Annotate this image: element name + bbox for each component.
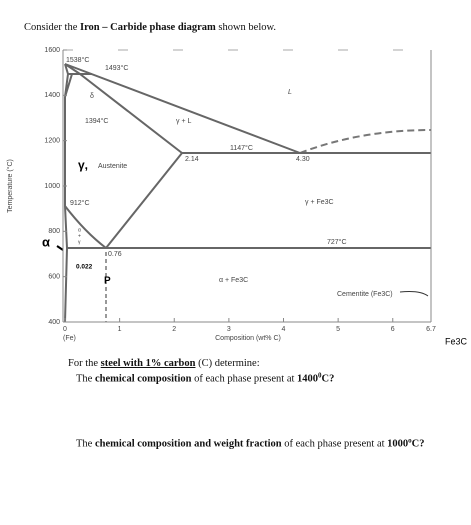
annotation: 912°C <box>70 199 90 207</box>
x-tick-label: 6 <box>391 326 395 333</box>
text: steel with 1% carbon <box>100 358 196 369</box>
text: of each phase present at <box>191 373 298 385</box>
annotation: 1538°C <box>66 56 89 64</box>
text: 1400 <box>297 373 319 385</box>
text: C? <box>411 438 425 450</box>
text: shown below. <box>215 22 277 33</box>
annotation: 1147°C <box>230 144 253 152</box>
text: of each phase present at <box>281 438 388 450</box>
liquidus-dashed <box>299 129 432 154</box>
annotation: α <box>42 234 50 249</box>
text: Iron – Carbide phase diagram <box>80 22 216 33</box>
y-axis-label: Temperature (°C) <box>6 159 14 213</box>
y-tick-label: 1000 <box>44 183 60 190</box>
x-end-label: Fe3C <box>445 336 468 346</box>
phase-diagram: Temperature (°C) Composition (wt% C) (Fe… <box>6 47 468 347</box>
x-tick-label: 0 <box>63 326 67 333</box>
arrow <box>56 245 64 251</box>
text: The <box>76 438 95 450</box>
text: 1000 <box>387 438 409 450</box>
annotation: 1394°C <box>85 117 108 125</box>
x-tick-label: 4 <box>282 326 286 333</box>
annotation: 4.30 <box>296 156 310 163</box>
delta-region <box>64 63 183 154</box>
y-tick-label: 1600 <box>44 47 60 54</box>
text: chemical composition and weight fraction <box>94 438 282 450</box>
alpha-boundary <box>64 97 69 323</box>
annotation: 2.14 <box>185 156 199 163</box>
annotation: Austenite <box>98 163 127 170</box>
annotation: L <box>288 89 292 96</box>
text: 0 <box>318 371 322 379</box>
text: C? <box>321 373 335 385</box>
x-end-label: (Fe) <box>63 335 76 342</box>
annotation: 1493°C <box>105 64 128 72</box>
x-axis-label: Composition (wt% C) <box>215 335 281 342</box>
text: chemical composition <box>94 373 192 385</box>
annotation: 0.022 <box>76 264 93 271</box>
annotation: 727°C <box>327 238 347 246</box>
y-tick-label: 1400 <box>44 92 60 99</box>
y-tick-label: 600 <box>48 274 60 281</box>
text: (C) determine: <box>195 358 260 369</box>
annotation: α <box>78 227 81 233</box>
annotation: γ + L <box>176 118 191 125</box>
question-2: The chemical composition and weight frac… <box>76 436 425 450</box>
question-lead: For the steel with 1% carbon (C) determi… <box>68 358 260 369</box>
text: o <box>408 436 412 444</box>
liquidus <box>64 63 301 154</box>
text: Consider the <box>24 22 80 33</box>
x-tick-label: 1 <box>118 326 122 333</box>
annotation: γ <box>78 239 81 245</box>
acm-line <box>105 152 183 249</box>
annotation: Cementite (Fe3C) <box>337 291 393 298</box>
a3-line <box>64 205 107 249</box>
question-1: The chemical composition of each phase p… <box>76 371 334 385</box>
y-tick-label: 800 <box>48 228 60 235</box>
annotation: γ + Fe3C <box>305 199 334 206</box>
y-tick-label: 1200 <box>44 138 60 145</box>
x-tick-label: 6.7 <box>426 326 436 333</box>
annotation: δ <box>90 93 94 100</box>
x-tick-label: 5 <box>336 326 340 333</box>
y-tick-label: 400 <box>48 319 60 326</box>
intro: Consider the Iron – Carbide phase diagra… <box>24 22 276 33</box>
annotation: P <box>104 276 111 287</box>
x-tick-label: 2 <box>172 326 176 333</box>
pointer <box>399 291 429 297</box>
annotation: + <box>78 233 81 239</box>
annotation: γ, <box>78 158 88 172</box>
text: The <box>76 373 95 385</box>
text: For the <box>68 358 101 369</box>
x-tick-label: 3 <box>227 326 231 333</box>
annotation: α + Fe3C <box>219 277 248 284</box>
annotation: 0.76 <box>108 251 122 258</box>
